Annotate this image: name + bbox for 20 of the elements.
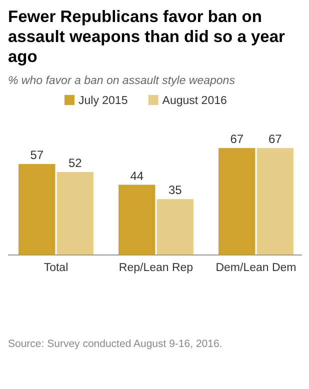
bar [118,184,156,255]
chart-title: Fewer Republicans favor ban on assault weapons than did so a year ago [8,8,286,66]
bar [156,199,194,255]
bar [56,172,94,255]
bar [18,164,56,255]
source-note: Source: Survey conducted August 9-16, 2016. [8,338,222,350]
bar [218,148,256,255]
x-tick-label: Rep/Lean Rep [118,262,194,274]
bar [256,148,294,255]
data-label: 67 [268,132,282,146]
legend-label: August 2016 [162,95,227,107]
legend-label: July 2015 [78,95,128,107]
data-label: 67 [230,132,244,146]
data-label: 57 [30,148,44,162]
x-tick-label: Dem/Lean Dem [216,262,296,274]
chart-subtitle: % who favor a ban on assault style weapons [8,75,236,87]
x-tick-label: Total [44,262,68,274]
data-label: 52 [68,156,82,170]
data-label: 35 [168,183,182,198]
data-label: 44 [130,168,144,183]
